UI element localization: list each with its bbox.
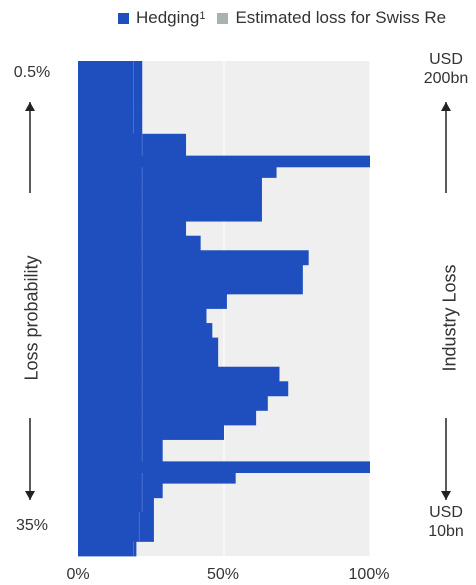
left-top-label: 0.5% bbox=[13, 64, 51, 81]
bar-hedging-30 bbox=[78, 497, 154, 513]
bar-hedging-22 bbox=[78, 381, 289, 397]
bar-hedging-19 bbox=[78, 337, 219, 353]
right-up-arrow-head bbox=[441, 102, 451, 111]
right-down-arrow-head bbox=[441, 491, 451, 500]
legend-item-hedging: Hedging 1 bbox=[118, 8, 205, 28]
bar-hedging-2 bbox=[78, 90, 143, 106]
bar-hedging-25 bbox=[78, 424, 224, 440]
bar-hedging-33 bbox=[78, 541, 137, 557]
bar-hedging-0 bbox=[78, 61, 143, 76]
legend-swatch-loss bbox=[217, 12, 229, 24]
bar-hedging-14 bbox=[78, 264, 303, 280]
legend-label-hedging: Hedging bbox=[136, 8, 200, 27]
bar-peak-1 bbox=[78, 461, 370, 474]
bar-hedging-13 bbox=[78, 250, 309, 266]
left-bottom-label: 35% bbox=[15, 517, 49, 534]
legend-item-loss: Estimated loss for Swiss Re bbox=[217, 8, 446, 28]
right-top-line2: 200bn bbox=[423, 70, 469, 87]
x-tick-100: 100% bbox=[348, 566, 390, 583]
bar-hedging-3 bbox=[78, 104, 143, 120]
legend-swatch-hedging bbox=[118, 12, 129, 24]
right-bottom-line1: USD bbox=[429, 504, 463, 521]
legend-label-loss: Estimated loss for Swiss Re bbox=[235, 8, 447, 27]
x-tick-50: 50% bbox=[206, 566, 240, 583]
bar-hedging-32 bbox=[78, 526, 154, 542]
bar-hedging-23 bbox=[78, 395, 268, 411]
x-tick-0: 0% bbox=[66, 566, 90, 583]
bar-hedging-12 bbox=[78, 235, 201, 251]
bar-hedging-11 bbox=[78, 221, 187, 237]
bar-hedging-8 bbox=[78, 177, 262, 193]
bar-hedging-20 bbox=[78, 352, 219, 368]
bar-hedging-1 bbox=[78, 75, 143, 91]
axis-arrows bbox=[25, 102, 451, 500]
bar-hedging-4 bbox=[78, 119, 143, 135]
bar-hedging-24 bbox=[78, 410, 257, 426]
right-bottom-line2: 10bn bbox=[428, 523, 464, 540]
right-top-line1: USD bbox=[429, 51, 463, 68]
bar-hedging-29 bbox=[78, 483, 163, 499]
legend: Hedging 1 Estimated loss for Swiss Re bbox=[118, 8, 458, 28]
bar-hedging-21 bbox=[78, 366, 280, 382]
bar-hedging-16 bbox=[78, 293, 227, 309]
right-bottom-label: USD 10bn bbox=[416, 503, 476, 541]
bar-hedging-5 bbox=[78, 133, 187, 149]
bars bbox=[78, 61, 370, 557]
right-axis-title: Industry Loss bbox=[439, 264, 460, 372]
left-down-arrow-head bbox=[25, 491, 35, 500]
bar-hedging-10 bbox=[78, 206, 262, 222]
right-top-label: USD 200bn bbox=[416, 50, 476, 88]
bar-hedging-26 bbox=[78, 439, 163, 455]
bar-hedging-18 bbox=[78, 323, 213, 339]
left-axis-title: Loss probability bbox=[21, 255, 42, 381]
bar-hedging-15 bbox=[78, 279, 303, 295]
left-up-arrow-head bbox=[25, 102, 35, 111]
bar-peak-0 bbox=[78, 155, 370, 168]
legend-footnote-mark: 1 bbox=[199, 10, 206, 22]
bar-hedging-31 bbox=[78, 512, 154, 528]
bar-hedging-9 bbox=[78, 192, 262, 207]
